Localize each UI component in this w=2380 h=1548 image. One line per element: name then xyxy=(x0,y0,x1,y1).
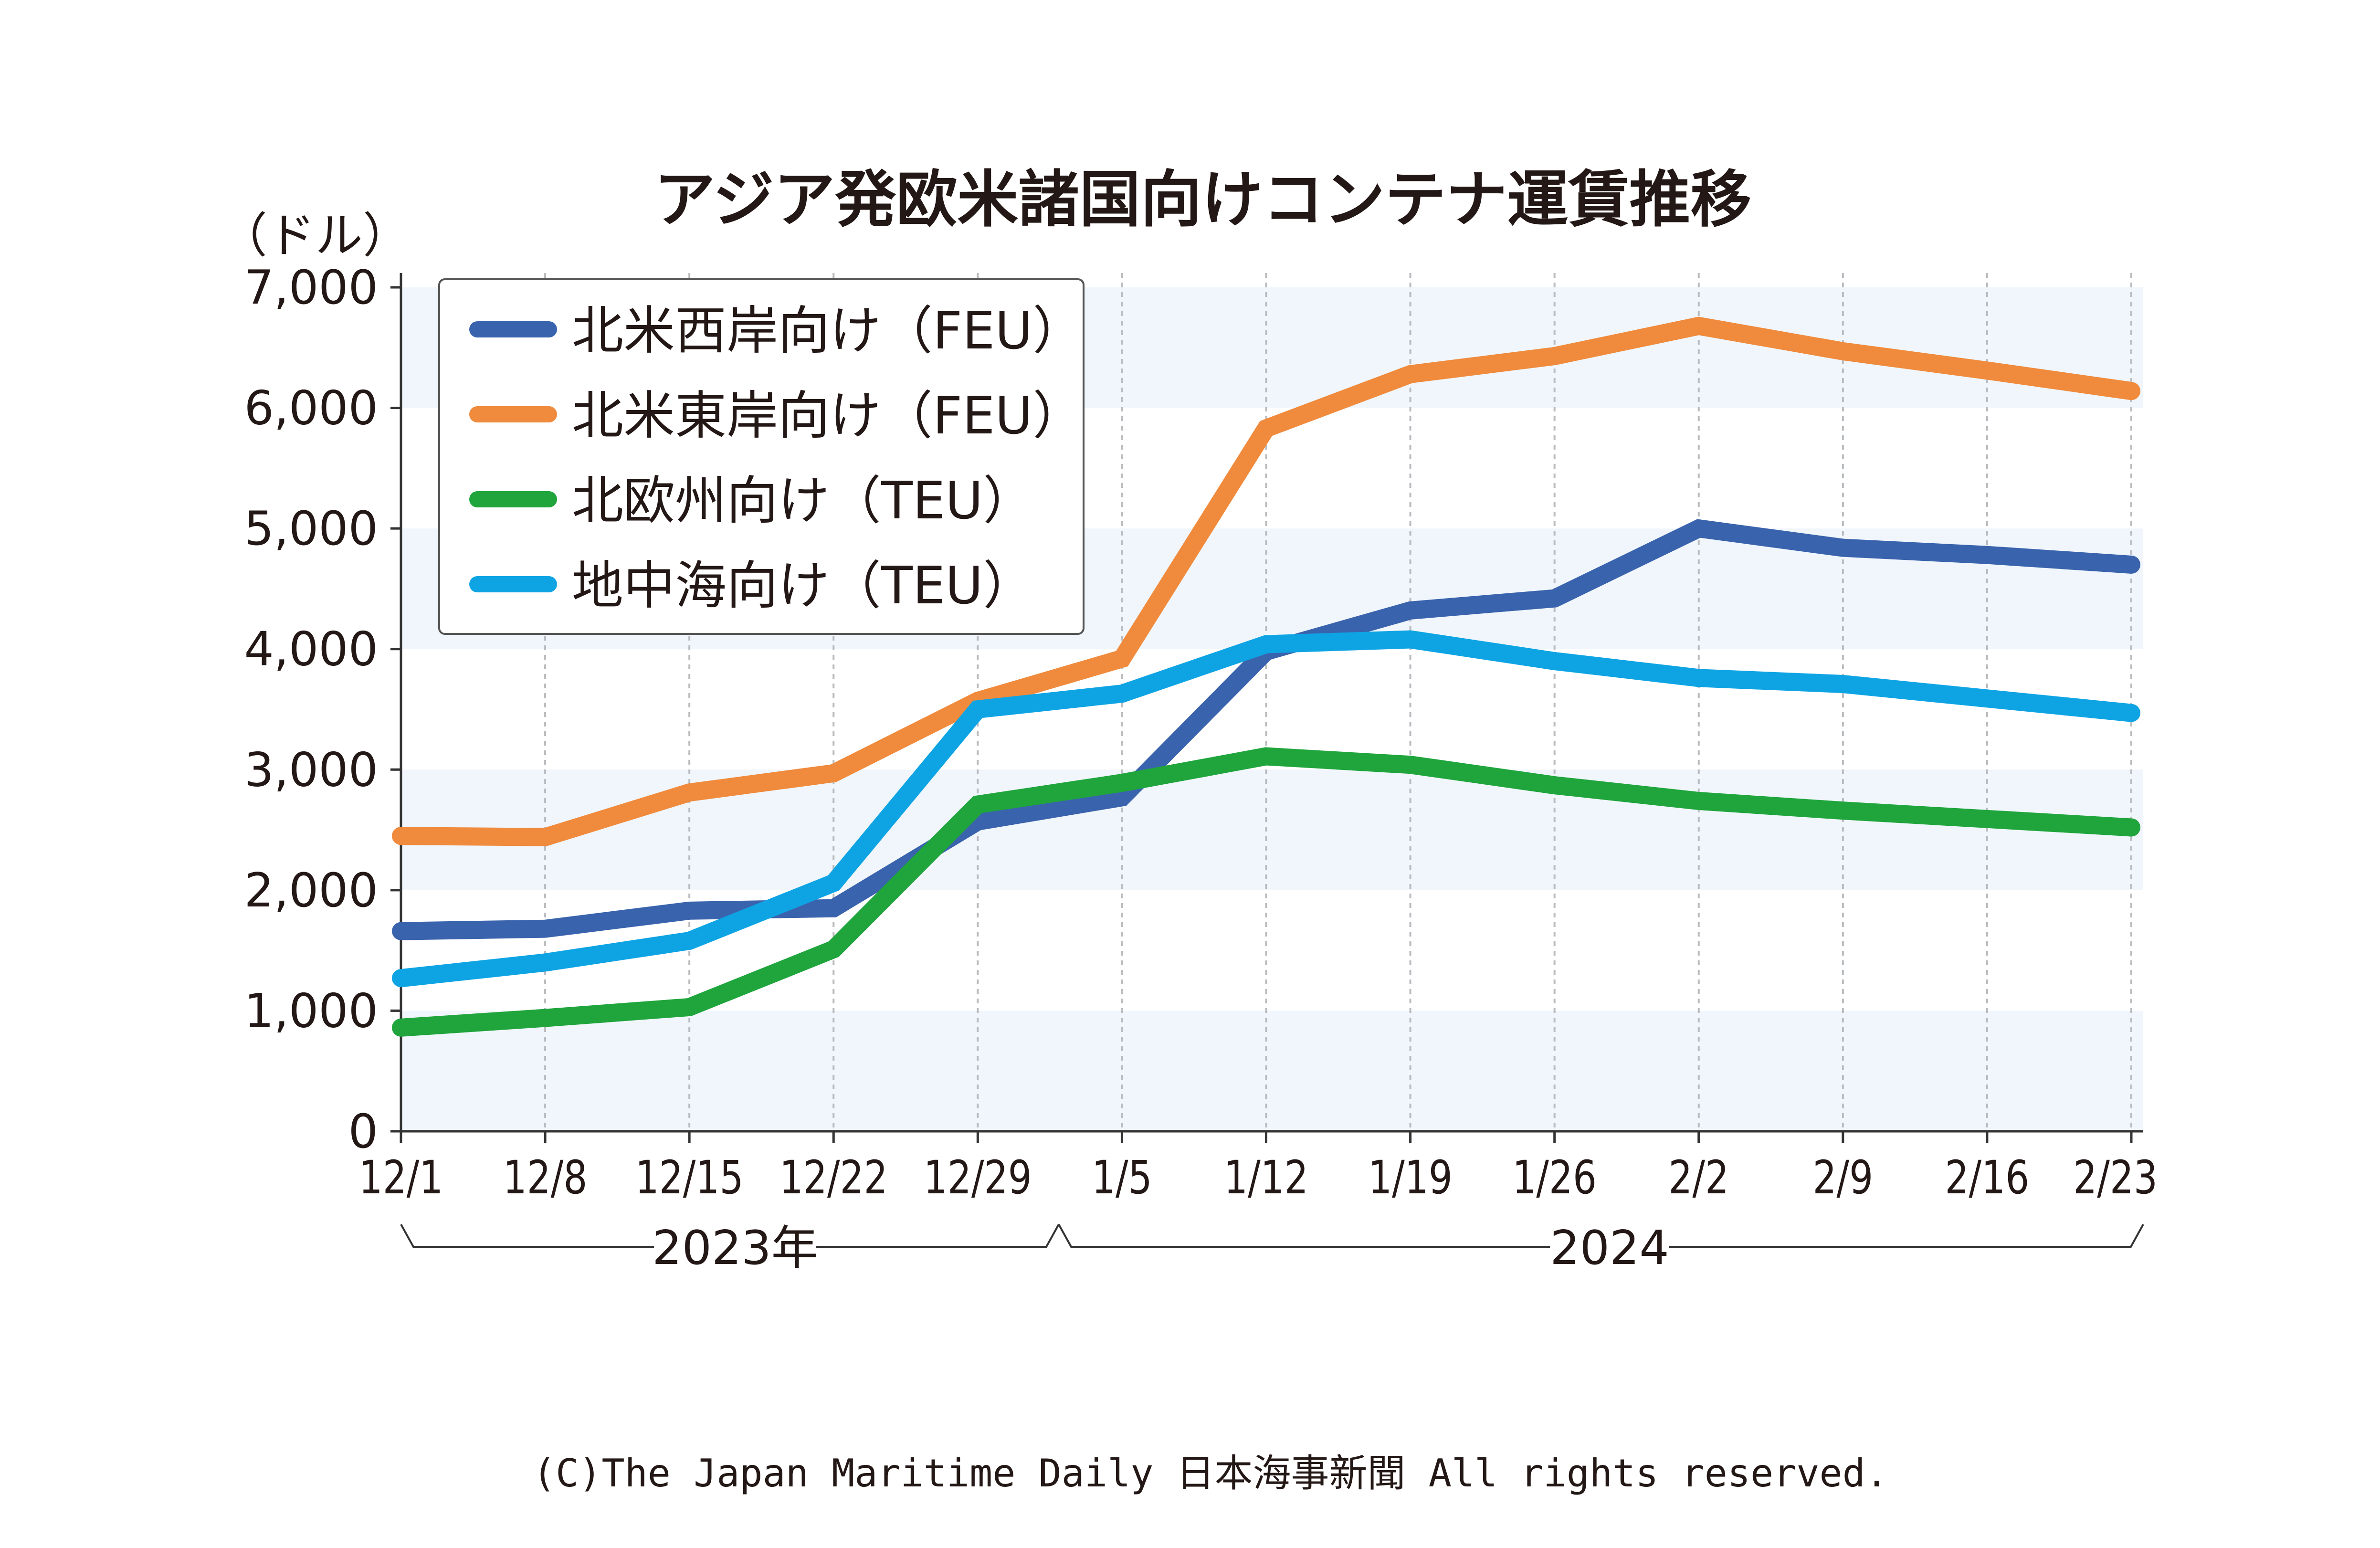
x-tick-label: 2/2 xyxy=(1668,1151,1729,1204)
series-line xyxy=(392,316,2140,846)
year-label: 2024 xyxy=(1550,1221,1669,1275)
y-tick-label: 3,000 xyxy=(244,743,378,797)
axes xyxy=(390,273,2143,1143)
y-tick-label: 2,000 xyxy=(244,864,378,918)
y-tick-label: 6,000 xyxy=(244,381,378,436)
chart-title: アジア発欧米諸国向けコンテナ運賃推移 xyxy=(654,164,1752,235)
x-tick-label: 1/19 xyxy=(1368,1151,1453,1204)
legend: 北米西岸向け（FEU） 北米東岸向け（FEU） 北欧州向け（TEU） 地中海向け（TE… xyxy=(438,278,1085,635)
y-tick-label: 7,000 xyxy=(244,261,378,315)
x-tick-label: 1/26 xyxy=(1512,1151,1597,1204)
x-tick-label: 12/15 xyxy=(635,1151,744,1204)
grid-band xyxy=(401,769,2143,890)
year-brackets: 2023年 2024 xyxy=(400,1221,2144,1275)
legend-label: 北米西岸向け（FEU） xyxy=(572,301,1084,361)
x-tick-label: 1/5 xyxy=(1092,1151,1152,1204)
x-tick-label: 2/9 xyxy=(1813,1151,1874,1204)
legend-label: 北米東岸向け（FEU） xyxy=(572,386,1084,446)
x-tick-label: 2/23 xyxy=(2073,1151,2158,1204)
x-tick-label: 12/22 xyxy=(779,1151,888,1204)
y-tick-labels: 0 1,000 2,000 3,000 4,000 5,000 6,000 7,000 xyxy=(244,261,378,1159)
y-tick-label: 5,000 xyxy=(244,502,378,556)
x-tick-labels: 12/1 12/8 12/15 12/22 12/29 1/5 1/12 1/19 1/26 2/… xyxy=(359,1151,2158,1204)
x-tick-label: 2/16 xyxy=(1945,1151,2030,1204)
x-tick-label: 12/29 xyxy=(924,1151,1032,1204)
series-line xyxy=(392,630,2140,988)
grid-band xyxy=(401,1011,2143,1131)
series-lines xyxy=(392,316,2140,1037)
y-tick-label: 4,000 xyxy=(244,622,378,677)
x-tick-label: 12/8 xyxy=(503,1151,588,1204)
year-bracket-line xyxy=(400,1224,1060,1248)
legend-label: 北欧州向け（TEU） xyxy=(572,471,1034,531)
legend-box xyxy=(438,278,1085,635)
year-label: 2023年 xyxy=(652,1221,818,1275)
copyright-notice: (C)The Japan Maritime Daily 日本海事新聞 All r… xyxy=(533,1451,1888,1495)
x-tick-label: 12/1 xyxy=(359,1151,443,1204)
year-bracket-line xyxy=(1058,1224,2144,1248)
series-line xyxy=(392,747,2140,1037)
x-tick-label: 1/12 xyxy=(1224,1151,1308,1204)
y-tick-label: 1,000 xyxy=(244,984,378,1038)
y-axis-label: （ドル） xyxy=(220,208,411,263)
y-tick-label: 0 xyxy=(348,1105,378,1159)
legend-label: 地中海向け（TEU） xyxy=(572,556,1034,616)
